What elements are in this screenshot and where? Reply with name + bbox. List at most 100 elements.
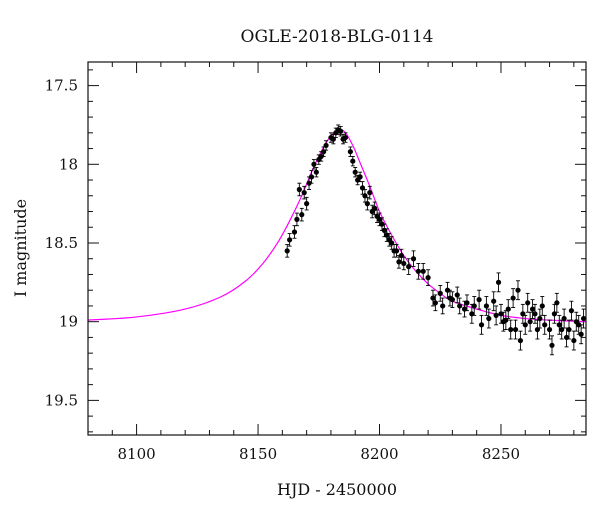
y-tick-label: 17.5 [45, 77, 78, 95]
data-point [299, 207, 305, 222]
data-point [510, 288, 516, 308]
data-point [364, 196, 370, 211]
data-point [483, 296, 489, 316]
point-marker [396, 259, 402, 265]
data-point [294, 212, 300, 227]
y-tick-label: 19 [59, 313, 78, 331]
point-marker [437, 290, 443, 296]
x-tick-label: 8250 [482, 445, 520, 463]
data-point [566, 319, 572, 340]
data-point [284, 244, 290, 258]
point-marker [338, 128, 344, 134]
data-point [420, 263, 426, 280]
point-marker [410, 256, 417, 262]
point-marker [296, 186, 302, 193]
data-point [440, 297, 446, 315]
point-marker [287, 237, 293, 243]
point-marker [304, 201, 310, 207]
point-marker [542, 322, 548, 328]
point-marker [554, 300, 560, 306]
data-point [454, 286, 460, 304]
data-point [304, 196, 310, 211]
point-marker [430, 295, 436, 301]
point-marker [529, 306, 536, 312]
data-point [505, 299, 511, 319]
data-point [410, 250, 417, 268]
point-marker [471, 303, 477, 309]
point-marker [493, 312, 499, 318]
point-marker [401, 260, 407, 267]
data-point [571, 330, 577, 351]
data-point [291, 225, 298, 239]
data-point [520, 303, 526, 324]
data-point [406, 258, 412, 275]
data-point [556, 314, 562, 335]
point-marker [420, 268, 426, 274]
model-curve [87, 128, 587, 323]
data-point [335, 124, 341, 135]
point-marker [299, 212, 305, 218]
plot-frame [87, 61, 587, 436]
point-marker [284, 248, 290, 254]
point-marker [566, 326, 572, 333]
point-marker [291, 229, 298, 235]
point-marker [539, 303, 545, 309]
data-point [542, 314, 548, 335]
point-marker [393, 248, 400, 254]
point-marker [308, 174, 315, 180]
y-tick-label: 18 [59, 155, 78, 173]
data-point [522, 314, 528, 335]
data-point [529, 299, 536, 319]
data-point [357, 171, 363, 183]
point-marker [432, 300, 438, 306]
point-marker [522, 322, 528, 328]
data-point [471, 296, 477, 316]
data-point [515, 280, 521, 301]
point-marker [306, 180, 312, 186]
point-marker [483, 303, 489, 309]
point-marker [313, 169, 319, 175]
point-marker [578, 331, 584, 337]
data-point [537, 308, 543, 329]
x-tick-label: 8100 [117, 445, 155, 463]
point-marker [364, 201, 370, 207]
data-point [457, 297, 463, 315]
data-point [525, 292, 531, 313]
point-marker [571, 337, 577, 344]
point-marker [476, 297, 482, 303]
data-point [551, 303, 558, 324]
point-marker [561, 315, 567, 322]
data-point [338, 126, 344, 137]
x-tick-label: 8150 [239, 445, 277, 463]
data-point [561, 308, 567, 329]
data-point [301, 185, 307, 200]
data-point [401, 256, 407, 271]
data-point [350, 155, 356, 167]
tick-labels: 8100 8150 8200 8250 17.5 18 18.5 19 19.5 [45, 77, 520, 463]
point-marker [546, 326, 553, 333]
data-point [359, 181, 366, 195]
data-point [546, 319, 553, 340]
data-point [393, 244, 400, 258]
point-marker [568, 308, 575, 314]
x-tick-label: 8200 [360, 445, 398, 463]
point-marker [449, 297, 455, 303]
data-point [449, 291, 455, 308]
data-point [495, 272, 502, 293]
point-marker [357, 174, 363, 180]
point-marker [478, 322, 485, 328]
x-axis-label: HJD - 2450000 [277, 480, 397, 499]
data-point [311, 159, 317, 170]
y-tick-label: 18.5 [45, 234, 78, 252]
point-marker [457, 303, 463, 309]
data-point [580, 308, 587, 329]
data-point [347, 146, 353, 157]
point-marker [311, 161, 317, 167]
data-point [508, 319, 514, 340]
point-marker [517, 337, 524, 344]
data-point [367, 185, 373, 200]
point-marker [576, 322, 582, 328]
point-marker [367, 190, 373, 196]
data-point [486, 308, 492, 329]
data-point [476, 289, 482, 310]
